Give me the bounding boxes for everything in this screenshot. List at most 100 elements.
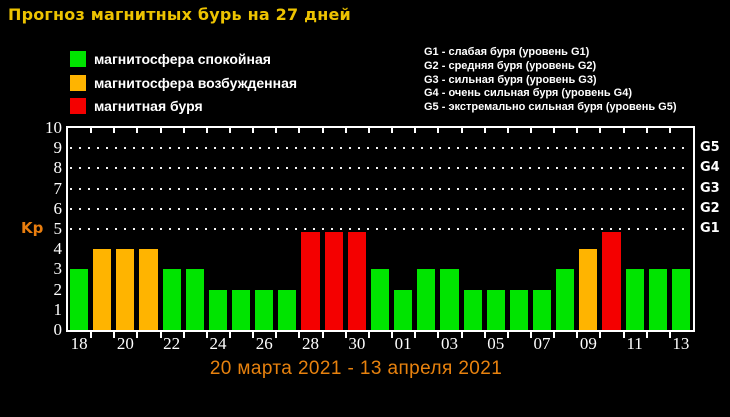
top-tick xyxy=(576,128,579,133)
kp-bar-day-12 xyxy=(648,269,667,330)
y-axis-label-2: 2 xyxy=(53,279,63,299)
x-axis-label-05: 05 xyxy=(487,334,505,353)
legend-swatch-calm xyxy=(70,51,86,67)
bottom-tick xyxy=(529,332,532,338)
kp-bar-day-20 xyxy=(116,249,135,330)
top-tick xyxy=(113,128,116,133)
gridline-kp-6 xyxy=(70,207,691,210)
right-axis-label-g3: G3 xyxy=(700,180,720,196)
kp-bar-day-08 xyxy=(556,269,575,330)
top-tick xyxy=(182,128,185,133)
bottom-tick xyxy=(460,332,463,338)
legend-label-calm: магнитосфера спокойная xyxy=(94,51,271,67)
top-tick xyxy=(321,128,324,133)
bottom-tick xyxy=(275,332,278,338)
bottom-tick xyxy=(483,332,486,338)
top-tick xyxy=(529,128,532,133)
bottom-tick xyxy=(576,332,579,338)
y-axis-label-7: 7 xyxy=(53,178,63,198)
bottom-tick xyxy=(553,332,556,338)
gridline-kp-7 xyxy=(70,187,691,190)
top-tick xyxy=(414,128,417,133)
kp-bar-day-05 xyxy=(486,289,505,330)
top-axis-ticks xyxy=(68,128,693,330)
y-axis-label-0: 0 xyxy=(53,320,63,339)
x-axis-label-28: 28 xyxy=(302,334,320,353)
x-axis-label-03: 03 xyxy=(440,334,458,353)
kp-bar-day-04 xyxy=(463,289,482,330)
bottom-tick xyxy=(391,332,394,338)
kp-bar-day-23 xyxy=(185,269,204,330)
top-tick xyxy=(298,128,301,133)
kp-bar-day-03 xyxy=(440,269,459,330)
y-axis-label-9: 9 xyxy=(53,138,63,158)
gridline-kp-5 xyxy=(70,228,691,230)
bottom-tick xyxy=(622,332,625,338)
legend-item-storm: магнитная буря xyxy=(70,98,297,114)
kp-bar-day-09 xyxy=(579,249,598,330)
x-axis-label-01: 01 xyxy=(394,334,412,353)
bottom-tick xyxy=(252,332,255,338)
kp-bar-day-27 xyxy=(278,289,297,330)
top-tick xyxy=(460,128,463,133)
kp-bar-day-25 xyxy=(232,289,251,330)
bottom-tick xyxy=(668,332,671,338)
bottom-tick xyxy=(599,332,602,338)
bottom-tick xyxy=(321,332,324,338)
bottom-tick xyxy=(298,332,301,338)
y-axis-label-3: 3 xyxy=(53,259,63,279)
top-tick xyxy=(622,128,625,133)
storm-scale-line-g3: G3 - сильная буря (уровень G3) xyxy=(424,73,597,86)
top-tick xyxy=(599,128,602,133)
right-axis-label-g2: G2 xyxy=(700,200,720,216)
storm-scale-line-g2: G2 - средняя буря (уровень G2) xyxy=(424,59,597,72)
x-axis-label-07: 07 xyxy=(533,334,551,353)
y-axis-label-5: 5 xyxy=(53,219,63,238)
legend-swatch-excited xyxy=(70,74,86,91)
kp-bar-day-31 xyxy=(370,269,390,330)
kp-bar-day-29 xyxy=(324,232,343,330)
top-tick xyxy=(252,128,255,133)
bottom-tick xyxy=(437,332,440,338)
top-tick xyxy=(136,128,139,133)
gridline-kp-8 xyxy=(70,167,691,170)
kp-bar-day-13 xyxy=(671,269,690,330)
bottom-tick xyxy=(113,332,116,338)
x-axis-label-13: 13 xyxy=(672,334,690,353)
bottom-tick xyxy=(205,332,208,338)
x-axis-label-30: 30 xyxy=(348,334,366,353)
kp-bar-day-01 xyxy=(394,289,413,330)
legend-label-storm: магнитная буря xyxy=(94,98,203,114)
x-axis-label-18: 18 xyxy=(70,334,88,353)
kp-bar-day-19 xyxy=(93,249,112,330)
gridlines-layer xyxy=(68,128,693,330)
top-tick xyxy=(344,128,347,133)
storm-scale-line-g4: G4 - очень сильная буря (уровень G4) xyxy=(424,87,633,100)
bottom-tick xyxy=(229,332,232,338)
y-axis-label-1: 1 xyxy=(53,299,63,319)
kp-bar-day-24 xyxy=(208,289,228,330)
kp-bar-chart xyxy=(66,126,695,332)
bottom-tick xyxy=(182,332,185,338)
top-tick xyxy=(506,128,509,133)
right-axis-label-g4: G4 xyxy=(700,160,720,176)
storm-levels-legend: G1 - слабая буря (уровень G1) G2 - средня… xyxy=(424,46,677,115)
top-tick xyxy=(391,128,394,133)
bottom-tick xyxy=(136,332,139,338)
page-title: Прогноз магнитных бурь на 27 дней xyxy=(8,5,351,24)
kp-bar-day-06 xyxy=(509,289,528,330)
top-tick xyxy=(483,128,486,133)
date-range-caption: 20 марта 2021 - 13 апреля 2021 xyxy=(209,358,503,379)
y-axis-title: Kp xyxy=(21,219,44,237)
storm-scale-line-g5: G5 - экстремально сильная буря (уровень … xyxy=(424,101,677,114)
bottom-tick xyxy=(645,332,648,338)
top-tick xyxy=(159,128,162,133)
top-tick xyxy=(229,128,232,133)
y-axis-label-6: 6 xyxy=(53,198,63,218)
bottom-tick xyxy=(344,332,347,338)
kp-bar-day-22 xyxy=(162,269,181,330)
kp-bar-day-10 xyxy=(602,232,621,330)
top-tick xyxy=(275,128,278,133)
bottom-tick xyxy=(506,332,509,338)
kp-bar-day-21 xyxy=(139,249,158,330)
